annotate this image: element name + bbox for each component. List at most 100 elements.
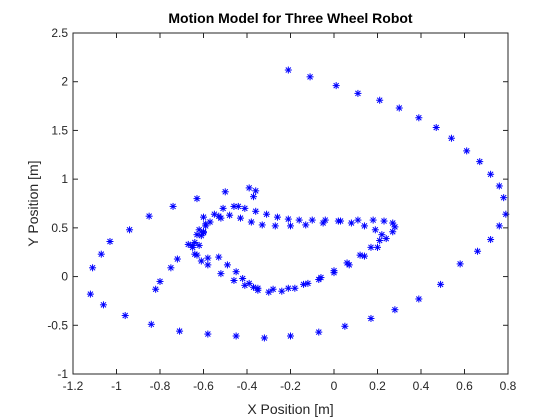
data-point [200,229,207,237]
data-point [474,247,482,255]
x-axis-ticks: -1.2 -1 -0.8 -0.6 -0.4 -0.2 0 0.2 0.4 0.6 0.8 [63,33,517,393]
x-tick-label: 0.4 [413,379,430,393]
data-point [302,221,310,229]
data-point [391,306,399,314]
y-axis-label: Y Position [m] [25,160,41,246]
data-point [371,226,379,234]
data-point [332,82,340,90]
data-point [334,217,342,225]
data-point [184,240,192,248]
data-point [273,213,281,221]
data-point [415,295,423,303]
data-point [321,216,329,224]
data-point [360,222,368,230]
data-point [193,195,201,203]
data-point [258,221,266,229]
data-point [278,287,286,295]
data-point [343,259,351,267]
data-point [191,250,199,258]
y-tick-label: 2 [61,75,68,89]
x-tick-label: 0.8 [500,379,517,393]
data-point [300,280,308,288]
data-point [369,216,377,224]
data-point [263,210,271,218]
data-point [252,187,260,195]
data-point [156,277,164,285]
data-point [126,226,134,234]
data-point [317,274,325,282]
data-point [232,268,240,276]
data-point [271,222,279,230]
x-tick-label: -1 [111,379,122,393]
data-point [395,104,403,112]
data-point [86,290,94,298]
data-point [147,320,155,328]
data-point [89,264,97,272]
data-point [437,280,445,288]
x-tick-label: 0 [331,379,338,393]
data-point [145,212,153,220]
data-point [173,255,181,263]
data-point [374,243,381,251]
data-point [354,89,362,97]
x-tick-label: -0.4 [237,379,258,393]
data-point [456,260,464,268]
data-point [226,211,234,219]
data-point [367,314,375,322]
data-point [356,251,364,259]
data-point [236,214,244,222]
data-point [217,270,225,278]
data-point [284,284,292,292]
chart-title: Motion Model for Three Wheel Robot [168,10,413,26]
data-point [295,216,303,224]
data-point [106,237,114,245]
data-point [254,286,262,294]
data-point [291,284,299,292]
x-tick-label: -0.2 [280,379,301,393]
data-point [287,332,294,340]
data-point [204,254,212,262]
y-tick-label: 1.5 [51,123,68,137]
data-point [204,261,212,269]
data-point [223,261,231,269]
data-point [487,170,495,178]
y-tick-label: -0.5 [47,318,68,332]
x-tick-label: 0.2 [369,379,386,393]
data-point [476,158,484,166]
data-point [354,216,362,224]
data-point [415,114,423,122]
data-point [380,217,388,225]
data-point [247,218,255,226]
x-tick-label: 0.6 [456,379,473,393]
data-point [230,202,238,210]
data-point [284,66,292,74]
data-point [189,241,197,249]
data-point [232,332,240,340]
data-point [308,216,316,224]
x-tick-label: -1.2 [63,379,84,393]
y-tick-label: -1 [57,367,68,381]
data-point [495,222,503,230]
y-tick-label: 2.5 [51,26,68,40]
data-point [202,220,210,228]
data-points [86,66,510,342]
data-point [195,241,203,249]
data-point [97,250,105,258]
data-point [241,204,249,212]
x-tick-label: -0.6 [193,379,214,393]
data-point [367,243,375,251]
data-point [252,207,260,215]
data-point [221,188,229,196]
data-point [376,96,384,104]
data-point [245,184,253,192]
data-point [330,267,338,275]
data-point [260,334,268,342]
data-point [306,73,314,81]
data-point [287,222,294,230]
data-point [447,134,455,142]
data-point [284,215,292,223]
data-point [219,204,227,212]
y-tick-label: 0 [61,270,68,284]
y-tick-label: 0.5 [51,221,68,235]
data-point [200,213,207,221]
